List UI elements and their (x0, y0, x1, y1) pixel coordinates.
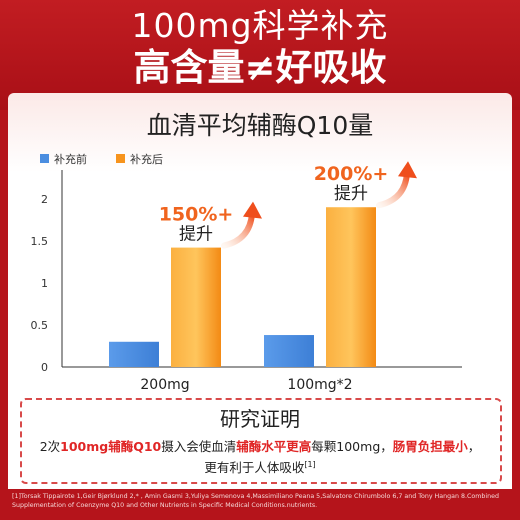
annotation-label-1: 提升 (179, 225, 213, 245)
footnote-background (0, 489, 520, 520)
chart-title: 血清平均辅酶Q10量 (146, 111, 374, 140)
footnote: [1]Torsak Tippairote 1,Geir Bjørklund 2,… (12, 493, 499, 509)
annotation-label-2: 提升 (334, 184, 368, 204)
y-tick-label: 2 (41, 193, 48, 206)
bar-before-1 (109, 341, 159, 367)
arrow-shaft-1 (221, 210, 255, 249)
y-tick-label: 0.5 (31, 319, 49, 332)
annotation-percent-2: 200%+ (314, 163, 389, 185)
study-text: 每颗100mg， (311, 439, 393, 454)
study-highlight-burden: 肠胃负担最小 (392, 439, 468, 454)
study-title: 研究证明 (220, 407, 300, 431)
study-box (20, 398, 502, 484)
y-tick-label: 1.5 (31, 235, 49, 248)
y-tick-label: 0 (41, 361, 48, 374)
study-text: 2次 (39, 439, 61, 454)
study-statement: 2次100mg辅酶Q10摄入会使血清辅酶水平更高每颗100mg，肠胃负担最小， (0, 438, 520, 455)
legend-label-2: 补充后 (130, 152, 163, 166)
study-statement-2: 更有利于人体吸收[1] (0, 456, 520, 476)
study-text: 摄入会使血清 (161, 439, 237, 454)
bar-before-2 (264, 335, 314, 367)
arrow-head-2 (398, 161, 417, 179)
header-background (0, 0, 520, 110)
legend-swatch-1 (40, 154, 49, 163)
headline-bold: 高含量≠好吸收 (133, 46, 387, 89)
legend-label-1: 补充前 (54, 152, 87, 166)
study-highlight-level: 辅酶水平更高 (236, 439, 312, 454)
study-text: ， (467, 439, 481, 454)
study-highlight-dose: 100mg辅酶Q10 (60, 439, 162, 454)
study-text: 更有利于人体吸收 (204, 460, 305, 476)
x-tick-label: 100mg*2 (287, 377, 352, 393)
arrow-shaft-2 (376, 170, 410, 209)
bar-after-2 (326, 207, 376, 367)
x-tick-label: 200mg (140, 377, 189, 393)
y-tick-label: 1 (41, 277, 48, 290)
arrow-head-1 (243, 201, 262, 219)
bar-after-1 (171, 247, 221, 367)
headline: 100mg科学补充 (131, 6, 389, 45)
annotation-percent-1: 150%+ (159, 204, 234, 226)
legend-swatch-2 (116, 154, 125, 163)
citation-ref: [1] (304, 460, 316, 469)
